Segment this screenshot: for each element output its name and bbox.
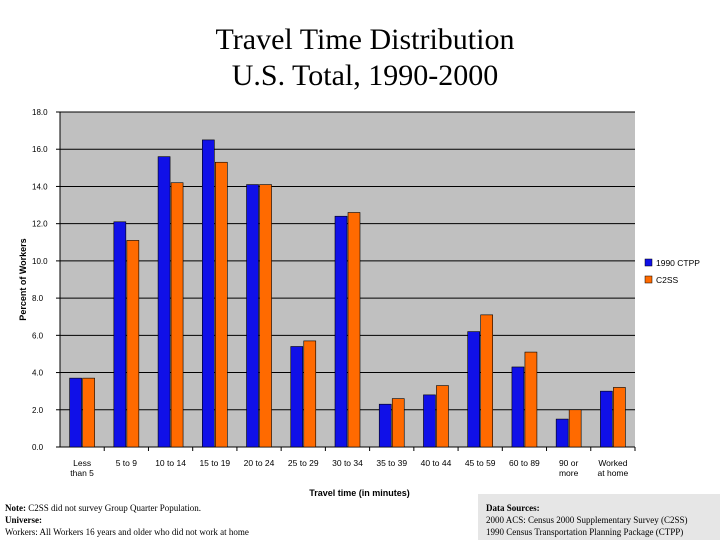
bar-1990-ctpp: [378, 403, 392, 448]
bar-1990-ctpp: [600, 390, 613, 448]
bar-1990-ctpp: [157, 156, 171, 448]
data-source-line-1: 2000 ACS: Census 2000 Supplementary Surv…: [486, 515, 688, 525]
bar-1990-ctpp: [334, 215, 348, 448]
legend-swatch-1990-ctpp: [644, 258, 653, 267]
y-tick-label: 0.0: [32, 443, 44, 452]
x-tick-label: 10 to 14: [155, 458, 186, 468]
x-tick-label-line: 30 to 34: [332, 458, 363, 468]
legend-label-c2ss: C2SS: [656, 275, 679, 285]
bar-1990-ctpp: [202, 139, 215, 448]
y-tick-label: 6.0: [32, 331, 44, 340]
bar-1990-ctpp: [511, 366, 525, 448]
x-tick-label: 40 to 44: [421, 458, 452, 468]
x-tick-label: 35 to 39: [376, 458, 407, 468]
x-tick-label: 90 or more: [559, 458, 579, 478]
x-tick-label-line: 5 to 9: [116, 458, 138, 468]
bar-c2ss: [126, 240, 140, 448]
y-tick-label: 18.0: [32, 108, 48, 117]
x-tick-label-line: 15 to 19: [199, 458, 230, 468]
x-tick-label: 5 to 9: [116, 458, 138, 468]
x-tick-label: 25 to 29: [288, 458, 319, 468]
x-tick-label: 15 to 19: [199, 458, 230, 468]
x-tick-label-line: more: [559, 468, 579, 478]
bar-1990-ctpp: [290, 346, 304, 448]
x-tick-label-line: 60 to 89: [509, 458, 540, 468]
y-tick-label: 4.0: [32, 369, 44, 378]
bar-1990-ctpp: [555, 418, 569, 448]
chart-title-line-1: Travel Time Distribution: [215, 23, 515, 56]
x-tick-label: Worked at home: [598, 458, 629, 478]
x-tick-label-line: at home: [598, 468, 629, 478]
y-tick-label: 10.0: [32, 257, 48, 266]
x-tick-label: 20 to 24: [244, 458, 275, 468]
plot-area: [60, 112, 635, 447]
x-tick-label-line: Less: [73, 458, 91, 468]
x-tick-label-line: 90 or: [559, 458, 579, 468]
bar-1990-ctpp: [246, 184, 259, 448]
bar-c2ss: [436, 385, 449, 448]
x-tick-label-line: 25 to 29: [288, 458, 319, 468]
note-label: Note:: [5, 503, 26, 513]
bar-c2ss: [568, 409, 582, 448]
chart-title-line-2: U.S. Total, 1990-2000: [231, 59, 499, 92]
bar-c2ss: [303, 340, 317, 448]
y-axis-title: Percent of Workers: [18, 238, 28, 320]
data-source-line-2: 1990 Census Transportation Planning Pack…: [486, 527, 684, 537]
bar-1990-ctpp: [113, 221, 127, 448]
travel-time-chart: 0.0 2.0 4.0 6.0 8.0 10.0 12.0 14.0 16.0 18.0 Less t…: [18, 108, 700, 498]
y-tick-label: 12.0: [32, 220, 48, 229]
legend-label-1990-ctpp: 1990 CTPP: [656, 258, 700, 268]
y-tick-label: 2.0: [32, 406, 44, 415]
legend-swatch-c2ss: [644, 275, 653, 284]
data-sources-block: Data Sources: 2000 ACS: Census 2000 Supp…: [486, 502, 688, 538]
bar-1990-ctpp: [69, 377, 82, 448]
x-tick-label-line: 40 to 44: [421, 458, 452, 468]
x-axis-title: Travel time (in minutes): [309, 488, 410, 498]
universe-text: Workers: All Workers 16 years and older …: [5, 527, 249, 537]
data-sources-label: Data Sources:: [486, 503, 540, 513]
x-tick-label-line: 20 to 24: [244, 458, 275, 468]
bar-1990-ctpp: [423, 394, 436, 448]
x-tick-label: Less than 5: [70, 458, 94, 478]
bar-1990-ctpp: [467, 331, 480, 448]
universe-label: Universe:: [5, 515, 42, 525]
data-sources-box: [478, 494, 720, 540]
x-tick-label-line: 45 to 59: [465, 458, 496, 468]
notes-block: Note: C2SS did not survey Group Quarter …: [5, 502, 249, 538]
bar-c2ss: [170, 182, 184, 448]
x-tick-label-line: 35 to 39: [376, 458, 407, 468]
bar-c2ss: [82, 377, 95, 448]
bar-c2ss: [524, 351, 538, 448]
bar-c2ss: [215, 161, 228, 448]
bar-c2ss: [613, 387, 626, 448]
bar-c2ss: [480, 314, 493, 448]
x-tick-label-line: than 5: [70, 468, 94, 478]
y-tick-label: 8.0: [32, 294, 44, 303]
x-tick-label-line: Worked: [598, 458, 627, 468]
x-tick-label: 45 to 59: [465, 458, 496, 468]
x-tick-label: 60 to 89: [509, 458, 540, 468]
y-tick-label: 16.0: [32, 145, 48, 154]
note-text: C2SS did not survey Group Quarter Popula…: [26, 503, 201, 513]
y-tick-label: 14.0: [32, 182, 48, 191]
bar-c2ss: [259, 184, 272, 448]
bar-c2ss: [347, 212, 361, 448]
x-tick-label-line: 10 to 14: [155, 458, 186, 468]
bar-c2ss: [391, 398, 405, 448]
x-tick-label: 30 to 34: [332, 458, 363, 468]
